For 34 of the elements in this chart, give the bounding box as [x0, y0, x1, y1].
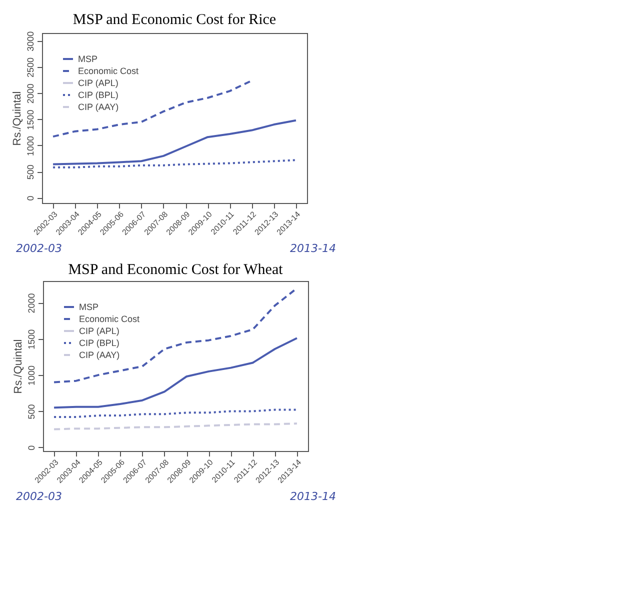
y-tick-label: 2500 [26, 57, 36, 78]
y-tick-label: 1500 [26, 110, 36, 130]
y-tick-label: 3000 [26, 31, 36, 52]
legend-label: CIP (BPL) [78, 90, 118, 100]
y-tick-label: 500 [26, 164, 36, 180]
y-tick-label: 1500 [26, 329, 36, 350]
legend-label: MSP [78, 54, 98, 64]
y-axis-title: Rs./Quintal [12, 339, 24, 394]
chart-title: MSP and Economic Cost for Rice [72, 12, 276, 28]
text: 2013-14 [290, 242, 336, 255]
y-tick-label: 1000 [26, 136, 36, 156]
y-tick-label: 2000 [26, 293, 36, 314]
y-tick-label: 500 [26, 404, 36, 420]
text: 2002-03 [16, 242, 62, 255]
legend-label: CIP (AAY) [79, 350, 120, 360]
legend-label: CIP (APL) [78, 78, 118, 88]
legend-label: MSP [79, 302, 99, 312]
y-tick-label: 0 [26, 196, 36, 201]
chart-title: MSP and Economic Cost for Wheat [68, 262, 284, 278]
legend-label: CIP (APL) [79, 326, 120, 336]
line-series [52, 119, 297, 166]
y-tick-label: 2000 [26, 84, 36, 104]
legend-label: Economic Cost [78, 66, 140, 76]
text: 2002-03 [16, 490, 62, 503]
line-series [52, 80, 253, 138]
line-series [53, 408, 298, 418]
y-tick-label: 0 [26, 445, 36, 450]
legend-label: CIP (BPL) [79, 338, 120, 348]
line-series [53, 337, 298, 409]
y-tick-label: 1000 [26, 366, 36, 386]
legend-label: Economic Cost [79, 314, 140, 324]
text: 2013-14 [290, 490, 336, 503]
y-axis-title: Rs./Quintal [12, 91, 24, 146]
legend-label: CIP (AAY) [78, 102, 119, 112]
